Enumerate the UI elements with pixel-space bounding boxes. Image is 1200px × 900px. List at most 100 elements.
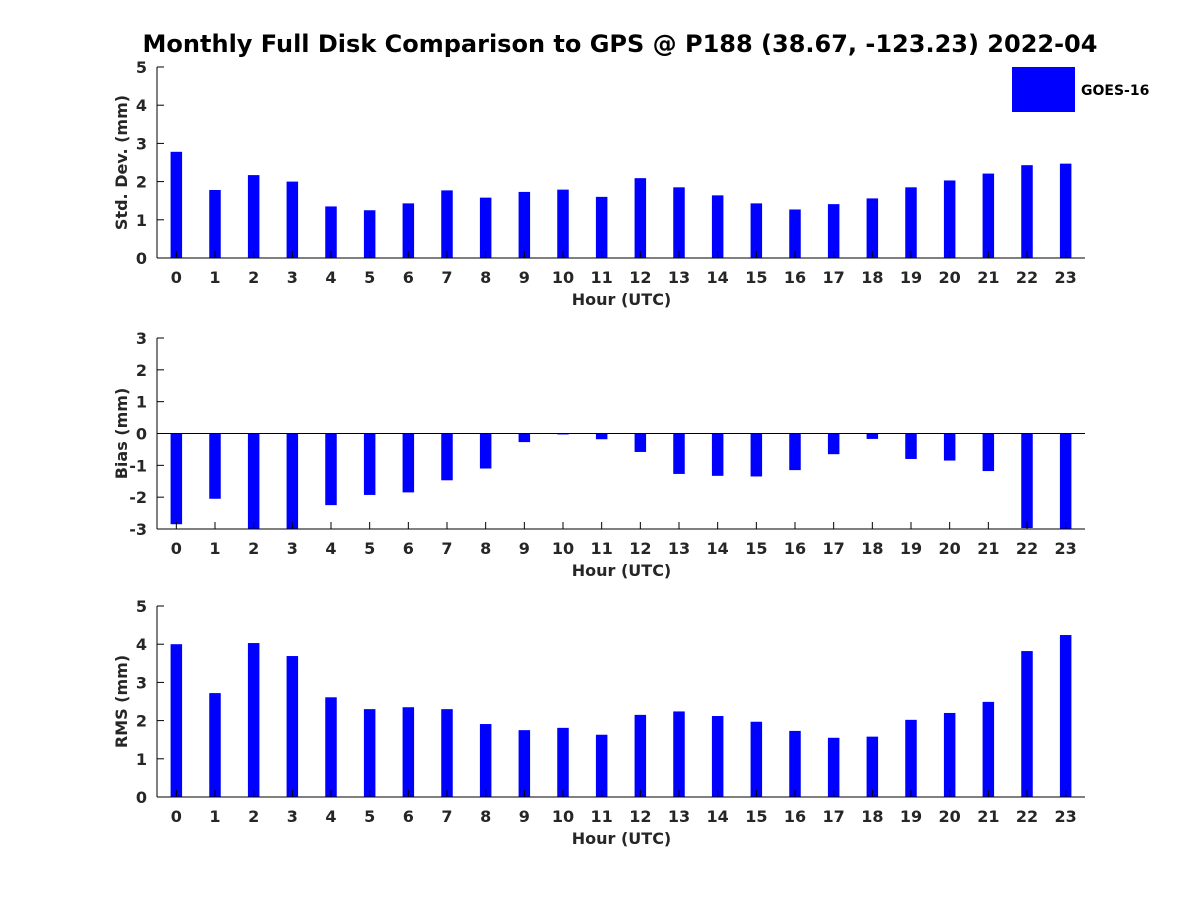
x-tick-label: 10 (552, 807, 574, 826)
bar (170, 644, 183, 797)
y-tick-label: 4 (136, 635, 147, 654)
bar (518, 433, 531, 443)
bar (170, 433, 183, 525)
y-axis-label: RMS (mm) (112, 655, 131, 748)
bar (750, 721, 763, 797)
x-tick-label: 12 (629, 268, 651, 287)
bar (982, 433, 995, 472)
bar (711, 433, 724, 476)
x-tick-label: 23 (1055, 268, 1077, 287)
bar (518, 730, 531, 797)
x-tick-label: 13 (668, 539, 690, 558)
x-tick-label: 11 (591, 807, 613, 826)
bar (595, 734, 608, 797)
x-tick-label: 16 (784, 268, 806, 287)
y-axis-label: Std. Dev. (mm) (112, 95, 131, 230)
y-tick-label: 2 (136, 361, 147, 380)
y-tick-label: 2 (136, 712, 147, 731)
x-tick-label: 5 (364, 807, 375, 826)
x-tick-label: 17 (823, 807, 845, 826)
x-tick-label: 19 (900, 807, 922, 826)
bar (905, 719, 917, 797)
y-tick-label: 0 (136, 788, 147, 807)
y-tick-label: 1 (136, 750, 147, 769)
bar (943, 712, 956, 797)
bar (595, 433, 608, 440)
x-tick-label: 2 (248, 268, 259, 287)
bar (905, 187, 917, 258)
x-tick-label: 17 (823, 539, 845, 558)
x-tick-label: 14 (707, 539, 729, 558)
bar (982, 701, 995, 797)
x-tick-label: 23 (1055, 807, 1077, 826)
bar (325, 697, 337, 797)
bar (1021, 651, 1033, 797)
bar (363, 210, 376, 258)
bar (441, 709, 453, 797)
x-tick-label: 10 (552, 268, 574, 287)
y-tick-label: 1 (136, 393, 147, 412)
bar (1059, 635, 1072, 797)
x-tick-label: 23 (1055, 539, 1077, 558)
bar (479, 197, 492, 258)
x-tick-label: 13 (668, 268, 690, 287)
x-tick-label: 9 (519, 268, 530, 287)
x-tick-label: 0 (171, 539, 182, 558)
x-tick-label: 22 (1016, 807, 1038, 826)
x-tick-label: 18 (861, 539, 883, 558)
x-tick-label: 20 (939, 539, 961, 558)
y-tick-label: 3 (136, 329, 147, 348)
bar (711, 195, 724, 258)
x-tick-label: 9 (519, 539, 530, 558)
y-tick-label: 3 (136, 673, 147, 692)
y-tick-label: 5 (136, 597, 147, 616)
x-tick-label: 3 (287, 268, 298, 287)
bar (827, 433, 840, 455)
bar (286, 433, 299, 529)
bar (479, 724, 492, 797)
bar (866, 736, 879, 797)
bar (1059, 163, 1072, 258)
bar (673, 711, 685, 797)
x-tick-label: 21 (977, 807, 999, 826)
bar (441, 433, 453, 481)
bar (286, 181, 299, 258)
x-tick-label: 2 (248, 807, 259, 826)
bar (325, 206, 337, 258)
x-tick-label: 20 (939, 268, 961, 287)
bar (750, 203, 763, 258)
x-tick-label: 15 (745, 807, 767, 826)
x-tick-label: 8 (480, 807, 491, 826)
y-tick-label: 4 (136, 96, 147, 115)
bar (402, 707, 415, 797)
y-tick-label: -1 (129, 456, 147, 475)
x-tick-label: 12 (629, 807, 651, 826)
bar (402, 203, 415, 258)
x-tick-label: 16 (784, 539, 806, 558)
figure-title: Monthly Full Disk Comparison to GPS @ P1… (142, 30, 1098, 58)
bar (827, 737, 840, 797)
x-tick-label: 7 (441, 268, 452, 287)
x-tick-label: 14 (707, 268, 729, 287)
y-tick-label: -2 (129, 488, 147, 507)
bar (634, 714, 647, 797)
x-axis-label: Hour (UTC) (572, 829, 672, 848)
x-tick-label: 7 (441, 539, 452, 558)
bar (247, 433, 260, 529)
y-tick-label: 5 (136, 58, 147, 77)
bar (673, 187, 685, 258)
x-tick-label: 21 (977, 539, 999, 558)
x-tick-label: 19 (900, 268, 922, 287)
bar (789, 730, 801, 797)
x-tick-label: 4 (325, 807, 336, 826)
x-axis-label: Hour (UTC) (572, 561, 672, 580)
bar (711, 716, 724, 797)
x-tick-label: 7 (441, 807, 452, 826)
x-tick-label: 3 (287, 807, 298, 826)
bar (441, 190, 453, 258)
bar (789, 209, 801, 258)
bar (673, 433, 685, 474)
